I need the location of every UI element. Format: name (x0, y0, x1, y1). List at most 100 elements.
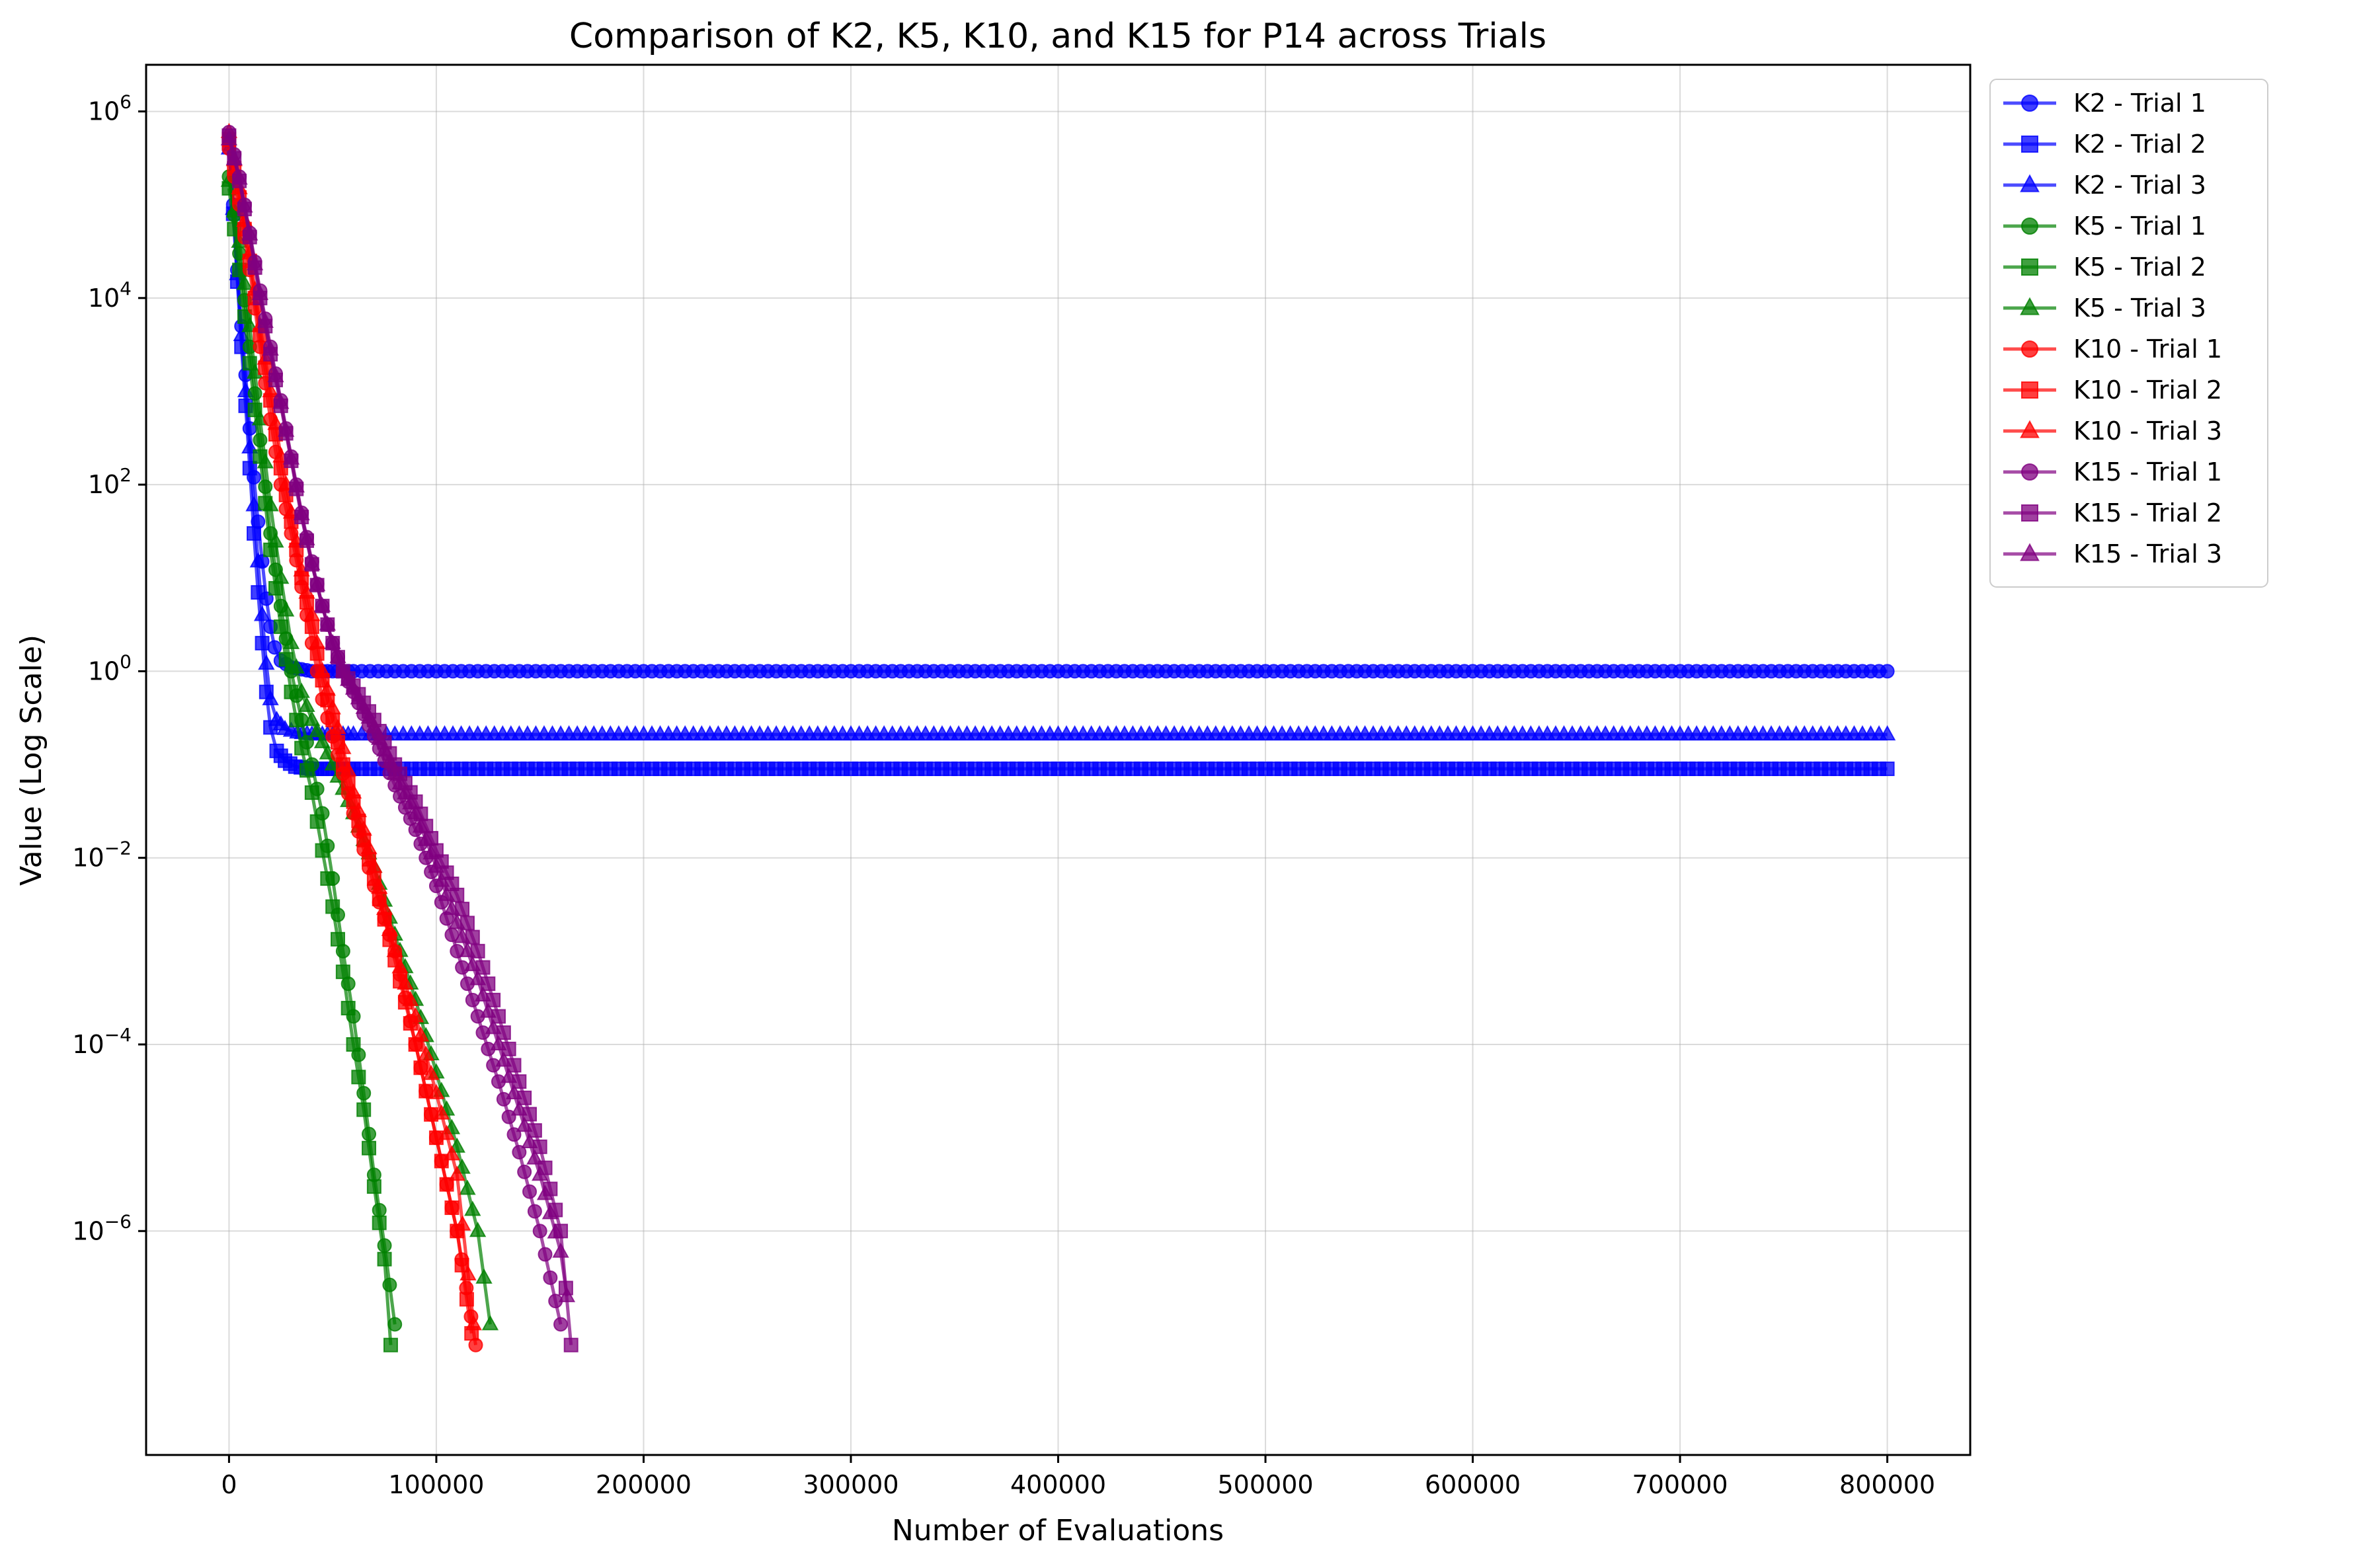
data-point (402, 990, 419, 1006)
y-tick-label: 106 (88, 91, 132, 126)
data-point (500, 1068, 518, 1083)
data-point (319, 680, 337, 696)
data-point (267, 640, 282, 655)
data-point (304, 785, 319, 801)
data-point (412, 1026, 430, 1042)
legend-item: K15 - Trial 2 (2003, 498, 2222, 528)
data-point (563, 1337, 579, 1352)
data-point (350, 802, 368, 818)
data-point (402, 794, 419, 810)
legend-label: K10 - Trial 2 (2073, 375, 2222, 405)
x-tick-label: 400000 (1010, 1470, 1106, 1499)
data-point (335, 738, 352, 754)
data-point (434, 1154, 449, 1169)
data-point (356, 1102, 372, 1117)
data-point (526, 1149, 543, 1165)
data-point (527, 1204, 542, 1219)
data-point (351, 1070, 366, 1085)
data-point (289, 713, 304, 728)
data-point (329, 648, 346, 664)
data-point (236, 274, 253, 290)
data-point (257, 312, 274, 328)
data-point (293, 682, 310, 698)
data-point (344, 679, 362, 695)
data-point (433, 871, 450, 887)
data-point (308, 721, 326, 738)
data-point (516, 1117, 533, 1132)
data-point (331, 931, 346, 947)
data-point (553, 1317, 569, 1332)
data-point (329, 719, 346, 734)
data-point (247, 526, 262, 541)
data-point (319, 615, 337, 631)
data-point (340, 1001, 356, 1016)
data-point (273, 619, 288, 635)
data-point (386, 941, 403, 957)
data-point (249, 552, 266, 568)
legend: K2 - Trial 1 K2 - Trial 2 K2 - Trial 3 K5 -… (1989, 79, 2268, 588)
data-point (397, 784, 414, 800)
data-point (448, 914, 465, 929)
legend-marker (2021, 381, 2038, 399)
data-point (313, 732, 331, 748)
x-tick-label: 300000 (803, 1470, 899, 1499)
legend-label: K5 - Trial 1 (2073, 212, 2206, 241)
data-point (303, 606, 321, 621)
data-point (360, 708, 378, 724)
legend-marker (2020, 297, 2040, 315)
data-point (391, 774, 409, 790)
legend-marker (2020, 543, 2040, 561)
data-point (536, 1185, 554, 1200)
data-point (459, 1265, 477, 1281)
legend-item: K2 - Trial 1 (2003, 89, 2206, 118)
data-point (397, 974, 414, 990)
data-point (350, 689, 368, 705)
data-point (282, 449, 300, 465)
data-point (315, 843, 330, 858)
legend-label: K15 - Trial 3 (2073, 539, 2222, 568)
y-tick-label: 100 (88, 650, 132, 686)
data-point (366, 1179, 381, 1194)
data-point (376, 741, 393, 757)
y-axis-label: Value (Log Scale) (15, 635, 48, 886)
data-point (253, 606, 271, 621)
data-point (255, 635, 270, 650)
legend-marker (2021, 504, 2038, 522)
data-point (1880, 762, 1895, 777)
chart-title: Comparison of K2, K5, K10, and K15 for P… (569, 17, 1546, 56)
data-point (1880, 664, 1895, 679)
data-point (475, 1268, 493, 1284)
data-point (439, 1177, 454, 1192)
x-tick-label: 0 (221, 1470, 237, 1499)
data-point (383, 1337, 398, 1352)
data-point (278, 652, 294, 667)
data-point (490, 1035, 507, 1050)
data-point (277, 601, 295, 617)
y-tick-label: 10−6 (72, 1210, 132, 1245)
series-layer (220, 122, 1896, 1352)
data-point (459, 941, 476, 957)
data-point (362, 1140, 377, 1156)
legend-item: K10 - Trial 2 (2003, 375, 2222, 405)
legend-label: K15 - Trial 1 (2073, 457, 2222, 487)
legend-item: K10 - Trial 1 (2003, 334, 2222, 364)
data-point (469, 970, 487, 986)
legend-marker (2021, 136, 2038, 153)
data-point (538, 1247, 553, 1262)
data-point (532, 1224, 547, 1239)
data-point (444, 1200, 459, 1215)
data-point (293, 505, 310, 521)
data-point (407, 1007, 424, 1023)
legend-marker (2021, 463, 2038, 481)
data-point (386, 764, 403, 780)
y-tick-label: 104 (88, 278, 132, 313)
legend-marker (2021, 340, 2038, 358)
data-point (558, 1286, 576, 1302)
data-point (339, 761, 357, 777)
data-point (246, 255, 264, 270)
data-point (417, 830, 434, 846)
x-tick-label: 800000 (1839, 1470, 1935, 1499)
data-point (335, 964, 350, 980)
data-point (231, 169, 248, 185)
